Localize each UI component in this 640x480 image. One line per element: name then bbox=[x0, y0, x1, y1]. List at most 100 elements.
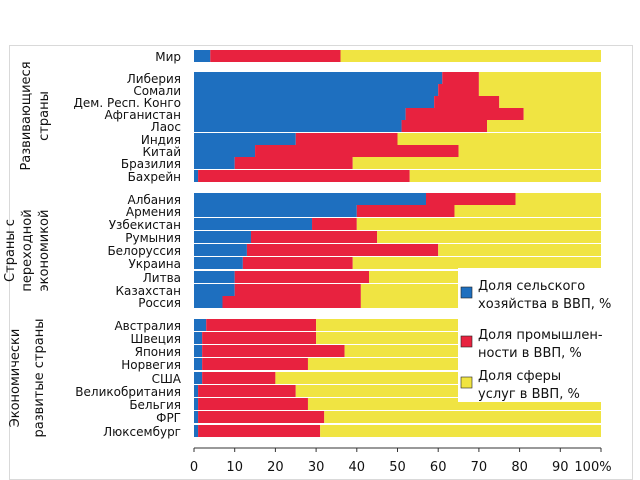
country-label: Мир bbox=[155, 50, 181, 64]
bar-segment-agriculture bbox=[194, 372, 203, 384]
bar-segment-industry bbox=[210, 50, 341, 62]
country-label: Бахрейн bbox=[128, 170, 181, 184]
bar-segment-services bbox=[397, 133, 601, 145]
legend: Доля сельского хозяйства в ВВП, % Доля про… bbox=[458, 268, 618, 402]
bar-segment-agriculture bbox=[194, 170, 199, 182]
x-tick-label: 70 bbox=[471, 460, 488, 475]
bar-segment-industry bbox=[442, 72, 479, 84]
bar-segment-services bbox=[478, 84, 601, 96]
country-label: Лаос bbox=[151, 120, 181, 134]
bar-segment-agriculture bbox=[194, 398, 199, 410]
country-label: Австралия bbox=[114, 319, 181, 333]
bar-segment-industry bbox=[206, 319, 317, 331]
bar-segment-industry bbox=[312, 218, 357, 230]
group-label: развитые страны bbox=[32, 319, 47, 438]
group-label: страны bbox=[37, 91, 52, 141]
bar-segment-agriculture bbox=[194, 319, 207, 331]
x-axis: 0 10 20 30 40 50 60 70 80 90 100% bbox=[190, 447, 612, 475]
bar-segment-agriculture bbox=[194, 50, 211, 62]
group-label: переходной bbox=[20, 209, 35, 291]
x-tick-label: 90 bbox=[552, 460, 569, 475]
bar-segment-services bbox=[523, 108, 601, 120]
bar-segment-industry bbox=[222, 296, 361, 308]
country-label: США bbox=[152, 372, 182, 386]
bar-segment-services bbox=[320, 425, 601, 437]
group-labels-layer: Развивающиеся страны Страны с переходной эко… bbox=[3, 61, 52, 437]
bar-segment-agriculture bbox=[194, 385, 199, 397]
country-label: Норвегия bbox=[121, 358, 181, 372]
x-tick-label: 100% bbox=[574, 460, 611, 475]
bar-segment-industry bbox=[434, 96, 500, 108]
bar-segment-agriculture bbox=[194, 244, 247, 256]
bar-segment-industry bbox=[401, 120, 488, 132]
bar-segment-agriculture bbox=[194, 425, 199, 437]
country-label: Швеция bbox=[131, 332, 181, 346]
legend-label: Доля сельского bbox=[478, 279, 585, 294]
bar-segment-industry bbox=[198, 385, 296, 397]
bar-segment-agriculture bbox=[194, 284, 235, 296]
bar-segment-agriculture bbox=[194, 345, 203, 357]
bar-segment-industry bbox=[202, 372, 276, 384]
x-tick-label: 40 bbox=[349, 460, 366, 475]
country-label: Бразилия bbox=[121, 157, 181, 171]
legend-label: ности в ВВП, % bbox=[478, 346, 582, 361]
x-tick-label: 0 bbox=[190, 460, 198, 475]
bar-segment-agriculture bbox=[194, 257, 243, 269]
bar-segment-agriculture bbox=[194, 296, 223, 308]
bar-segment-agriculture bbox=[194, 218, 313, 230]
bar-segment-agriculture bbox=[194, 411, 199, 423]
bar-segment-agriculture bbox=[194, 108, 406, 120]
country-label: Сомали bbox=[133, 84, 181, 98]
bar-segment-agriculture bbox=[194, 84, 439, 96]
bar-segment-agriculture bbox=[194, 205, 357, 217]
country-label: Япония bbox=[135, 345, 181, 359]
bar-segment-industry bbox=[198, 398, 308, 410]
bar-segment-services bbox=[352, 257, 601, 269]
country-label: Украина bbox=[128, 257, 181, 271]
country-label: Литва bbox=[143, 271, 181, 285]
bar-segment-agriculture bbox=[194, 120, 402, 132]
legend-label: хозяйства в ВВП, % bbox=[478, 297, 611, 312]
country-label: Россия bbox=[138, 296, 181, 310]
legend-box bbox=[458, 268, 618, 402]
country-label: Албания bbox=[128, 193, 182, 207]
country-label: Белоруссия bbox=[107, 244, 181, 258]
bar-segment-agriculture bbox=[194, 332, 203, 344]
x-tick-label: 20 bbox=[267, 460, 284, 475]
bar-segment-industry bbox=[202, 345, 345, 357]
bars-layer bbox=[194, 50, 601, 437]
country-label: Индия bbox=[141, 133, 181, 147]
legend-swatch-services bbox=[460, 376, 473, 389]
bar-segment-services bbox=[340, 50, 601, 62]
bar-segment-services bbox=[515, 193, 601, 205]
bar-segment-industry bbox=[356, 205, 455, 217]
group-label: Страны с bbox=[3, 219, 18, 282]
bar-segment-agriculture bbox=[194, 157, 235, 169]
legend-label: Доля промышлен- bbox=[478, 328, 603, 343]
bar-segment-services bbox=[324, 411, 601, 423]
bar-segment-services bbox=[352, 157, 601, 169]
bar-segment-industry bbox=[198, 170, 410, 182]
x-tick-label: 50 bbox=[389, 460, 406, 475]
bar-segment-services bbox=[458, 145, 601, 157]
x-tick-label: 80 bbox=[511, 460, 528, 475]
country-label: Китай bbox=[143, 145, 181, 159]
bar-segment-agriculture bbox=[194, 231, 251, 243]
bar-segment-agriculture bbox=[194, 145, 256, 157]
bar-segment-industry bbox=[425, 193, 516, 205]
country-label: Дем. Респ. Конго bbox=[74, 96, 181, 110]
bar-segment-agriculture bbox=[194, 193, 426, 205]
bar-segment-agriculture bbox=[194, 96, 435, 108]
bar-segment-services bbox=[478, 72, 601, 84]
bar-segment-industry bbox=[438, 84, 479, 96]
bar-segment-services bbox=[454, 205, 601, 217]
country-label: Либерия bbox=[127, 72, 181, 86]
bar-segment-agriculture bbox=[194, 72, 443, 84]
country-label: ФРГ bbox=[156, 411, 181, 425]
bar-segment-industry bbox=[198, 425, 321, 437]
bar-segment-industry bbox=[405, 108, 524, 120]
country-label: Румыния bbox=[125, 231, 181, 245]
country-label: Армения bbox=[126, 205, 181, 219]
